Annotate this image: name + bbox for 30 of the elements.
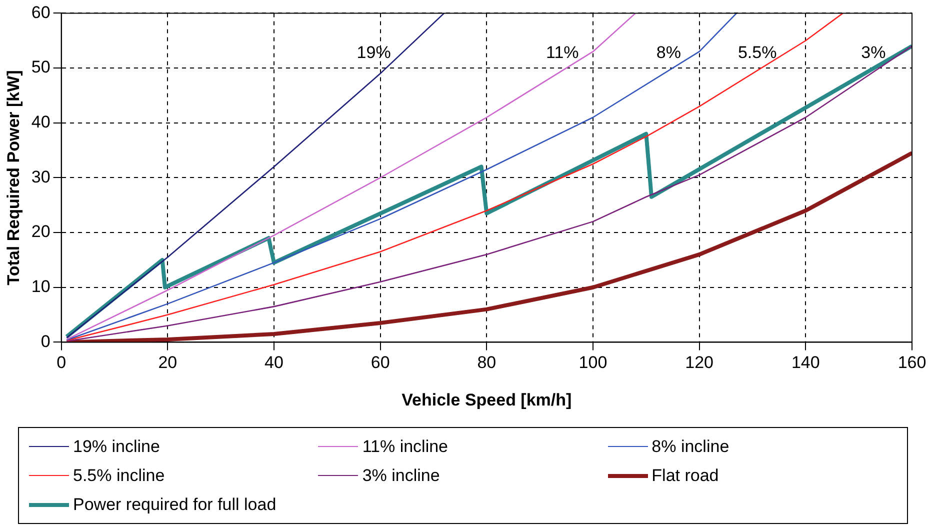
x-tick-label: 20 — [158, 353, 178, 372]
x-axis-title: Vehicle Speed [km/h] — [402, 390, 572, 410]
x-tick-label: 100 — [578, 353, 608, 372]
legend-label: 8% incline — [650, 436, 730, 458]
y-tick-label: 50 — [31, 58, 50, 77]
annotation: 5.5% — [738, 42, 777, 62]
annotation: 8% — [656, 42, 682, 62]
x-tick-label: 40 — [264, 353, 284, 372]
annotation: 3% — [861, 42, 886, 62]
y-tick-label: 0 — [40, 332, 50, 351]
y-tick-label: 30 — [31, 167, 50, 186]
annotation: 19% — [356, 42, 391, 62]
y-tick-label: 10 — [31, 277, 50, 296]
y-tick-label: 20 — [31, 222, 50, 242]
annotation: 11% — [546, 42, 579, 62]
x-tick-label: 140 — [791, 353, 820, 372]
y-tick-label: 60 — [31, 2, 50, 22]
legend-label: 19% incline — [72, 436, 161, 458]
x-tick-label: 160 — [898, 353, 926, 372]
x-tick-label: 120 — [685, 353, 714, 372]
x-tick-label: 80 — [477, 353, 496, 372]
y-tick-label: 40 — [31, 112, 50, 132]
legend-label: Power required for full load — [72, 494, 278, 516]
x-tick-label: 0 — [56, 353, 66, 372]
legend-label: 5.5% incline — [72, 464, 166, 486]
legend-label: Flat road — [650, 464, 720, 486]
x-tick-label: 60 — [370, 353, 390, 372]
legend-label: 3% incline — [361, 464, 441, 486]
y-axis-title: Total Required Power [kW] — [4, 70, 23, 286]
legend-label: 11% incline — [361, 436, 450, 458]
